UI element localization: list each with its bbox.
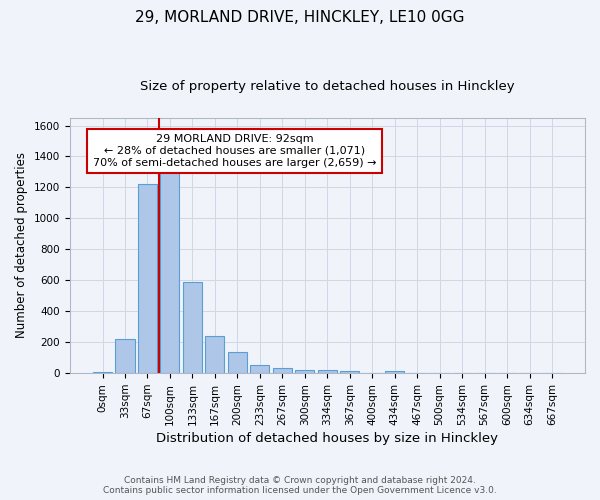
Bar — [183, 282, 202, 373]
Bar — [115, 339, 134, 373]
Bar — [273, 368, 292, 373]
Y-axis label: Number of detached properties: Number of detached properties — [15, 152, 28, 338]
Title: Size of property relative to detached houses in Hinckley: Size of property relative to detached ho… — [140, 80, 515, 93]
Bar — [295, 370, 314, 373]
Bar — [205, 336, 224, 373]
Text: 29 MORLAND DRIVE: 92sqm
← 28% of detached houses are smaller (1,071)
70% of semi: 29 MORLAND DRIVE: 92sqm ← 28% of detache… — [93, 134, 376, 168]
Bar — [318, 370, 337, 373]
Bar — [250, 365, 269, 373]
Bar — [160, 172, 179, 373]
Text: Contains HM Land Registry data © Crown copyright and database right 2024.
Contai: Contains HM Land Registry data © Crown c… — [103, 476, 497, 495]
Bar — [93, 372, 112, 373]
Bar — [340, 372, 359, 373]
Bar — [138, 184, 157, 373]
X-axis label: Distribution of detached houses by size in Hinckley: Distribution of detached houses by size … — [156, 432, 498, 445]
Bar — [228, 352, 247, 373]
Text: 29, MORLAND DRIVE, HINCKLEY, LE10 0GG: 29, MORLAND DRIVE, HINCKLEY, LE10 0GG — [135, 10, 465, 25]
Bar — [385, 372, 404, 373]
